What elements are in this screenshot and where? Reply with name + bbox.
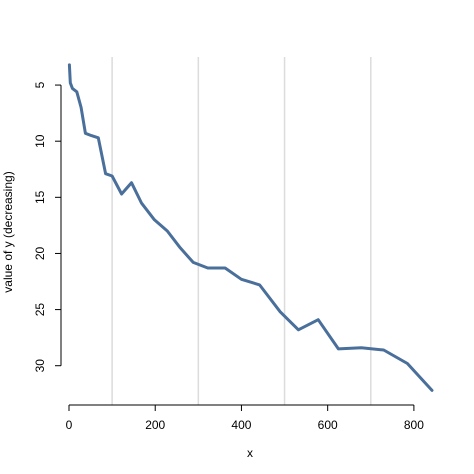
- series-line: [67, 63, 434, 392]
- x-tick-label: 400: [231, 418, 251, 432]
- y-tick-label: 10: [33, 134, 47, 148]
- x-tick-label: 200: [145, 418, 165, 432]
- series: [67, 63, 434, 392]
- y-tick-label: 5: [33, 81, 47, 88]
- x-tick-label: 0: [66, 418, 73, 432]
- axes: 0 200 400 600 800 5 10 15 20 25 30: [33, 81, 424, 432]
- y-tick-label: 30: [33, 359, 47, 373]
- y-tick-label: 20: [33, 246, 47, 260]
- x-tick-label: 800: [404, 418, 424, 432]
- y-tick-label: 25: [33, 303, 47, 317]
- x-tick-label: 600: [318, 418, 338, 432]
- x-axis-title: x: [247, 446, 253, 460]
- y-axis-title: value of y (decreasing): [1, 171, 15, 292]
- grid: [111, 57, 372, 405]
- y-tick-label: 15: [33, 190, 47, 204]
